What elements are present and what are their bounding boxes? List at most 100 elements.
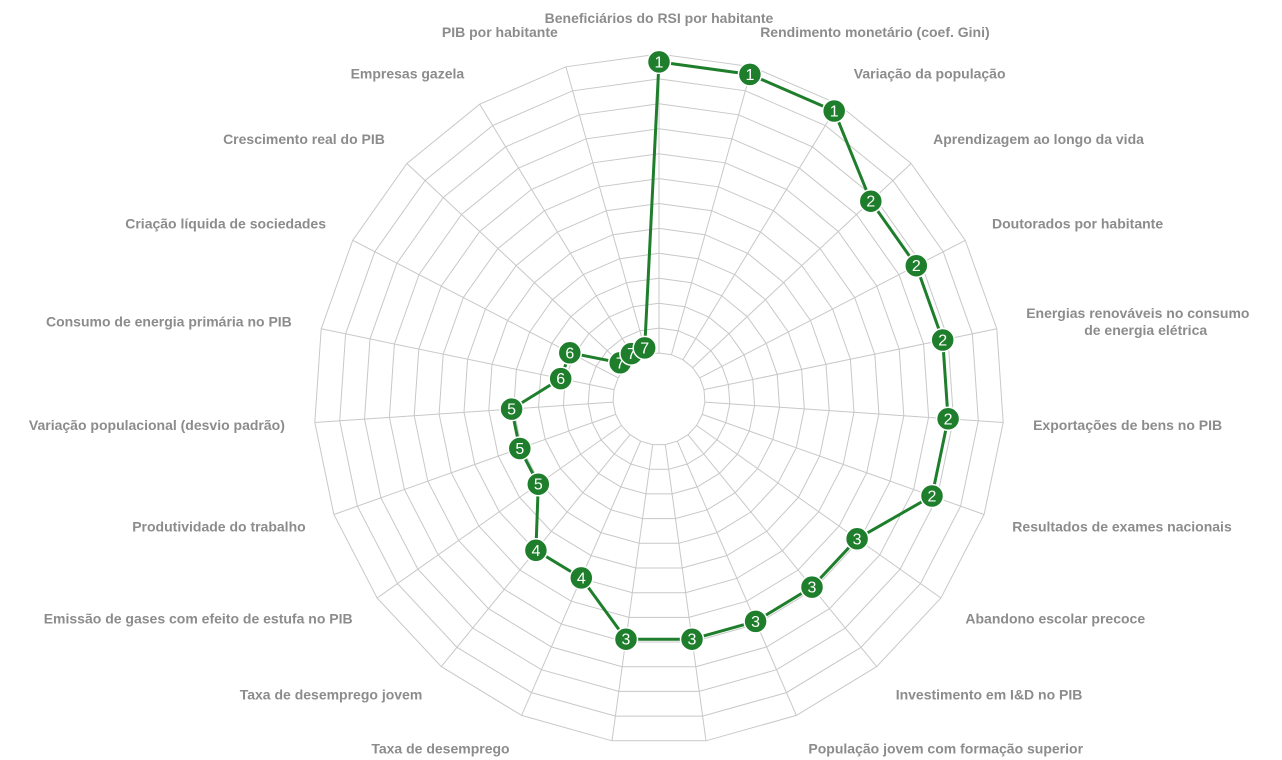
data-point: 2: [930, 327, 955, 353]
data-point-label: 3: [688, 632, 697, 649]
data-point: 7: [632, 335, 657, 361]
axis-label: Variação populacional (desvio padrão): [29, 417, 285, 433]
data-point-marker: [523, 538, 549, 563]
data-point-label: 7: [640, 340, 649, 357]
data-point: 6: [548, 366, 573, 391]
grid-ring: [587, 327, 731, 470]
axis-label: Taxa de desemprego jovem: [240, 687, 423, 703]
axis-label: Rendimento monetário (coef. Gini): [760, 24, 989, 40]
axis-label: Consumo de energia primária no PIB: [46, 314, 292, 330]
data-point: 3: [799, 574, 825, 600]
grid-ring: [537, 277, 781, 520]
grid-spoke: [376, 425, 622, 599]
data-point: 1: [646, 49, 672, 75]
grid-ring: [413, 153, 905, 643]
axis-label: Exportações de bens no PIB: [1033, 417, 1222, 433]
grid-spoke: [314, 401, 614, 423]
grid-spoke: [682, 103, 839, 360]
axis-label: Abandono escolar precoce: [965, 611, 1145, 627]
grid-spoke: [687, 434, 878, 667]
data-point-label: 2: [912, 258, 921, 275]
radar-axis-labels: Beneficiários do RSI por habitanteRendim…: [29, 10, 1250, 757]
data-point: 1: [737, 62, 763, 87]
axis-label: Variação da população: [854, 66, 1006, 82]
data-point-label: 3: [853, 531, 862, 548]
data-point-label: 7: [616, 355, 625, 372]
data-point-label: 3: [751, 614, 760, 631]
data-point: 2: [919, 483, 945, 509]
data-point: 5: [499, 396, 524, 422]
axis-label: Energias renováveis no consumo de energia…: [1026, 305, 1249, 338]
data-point-marker: [844, 526, 870, 552]
data-point-marker: [613, 626, 639, 652]
data-point-marker: [799, 574, 825, 600]
axis-label: Produtividade do trabalho: [132, 519, 305, 535]
axis-label: Crescimento real do PIB: [223, 131, 385, 147]
data-point-marker: [632, 335, 657, 361]
data-point-marker: [743, 609, 768, 634]
data-point-label: 5: [515, 441, 524, 458]
radar-markers: 1 1 1 2 2 2 2 2 3 3 3 3 3 4 4 5 5 5 66 77 7: [499, 49, 961, 652]
data-point-label: 6: [556, 371, 565, 388]
axis-label: Aprendizagem ao longo da vida: [933, 131, 1144, 147]
axis-label: Empresas gazela: [351, 66, 465, 82]
data-point: 2: [904, 253, 929, 278]
data-point-marker: [548, 366, 573, 391]
grid-spoke: [333, 413, 616, 515]
data-point-marker: [557, 340, 583, 366]
grid-spoke: [406, 163, 626, 368]
data-point: 3: [743, 609, 768, 634]
data-point-marker: [919, 483, 945, 509]
data-point-marker: [646, 49, 672, 75]
data-point-label: 1: [745, 67, 754, 84]
data-point-marker: [569, 565, 594, 591]
axis-label: Emissão de gases com efeito de estufa no…: [44, 611, 353, 627]
data-point: 6: [557, 340, 583, 366]
data-point: 3: [679, 626, 705, 652]
axis-label: Investimento em I&D no PIB: [896, 687, 1083, 703]
axis-label: Resultados de exames nacionais: [1012, 519, 1232, 535]
data-point: 3: [844, 526, 870, 552]
data-point-label: 1: [655, 54, 664, 71]
data-point-marker: [499, 396, 524, 422]
grid-spoke: [611, 444, 654, 741]
data-point-marker: [935, 406, 961, 432]
data-point-marker: [679, 626, 705, 652]
grid-ring: [488, 227, 830, 569]
data-point-label: 5: [507, 402, 516, 419]
data-point: 2: [935, 406, 961, 432]
data-point-label: 2: [928, 489, 937, 506]
data-point: 3: [613, 626, 639, 652]
data-point: 4: [569, 565, 594, 591]
data-point-label: 1: [830, 104, 839, 121]
radar-grid: [314, 53, 1004, 742]
data-point-label: 5: [534, 477, 543, 494]
data-point-marker: [930, 327, 955, 353]
data-point-label: 2: [938, 333, 947, 350]
grid-ring: [438, 178, 880, 618]
axis-label: Doutorados por habitante: [992, 216, 1163, 232]
data-point: 4: [523, 538, 549, 563]
axis-label: Beneficiários do RSI por habitante: [545, 10, 774, 26]
data-point-label: 2: [944, 411, 953, 428]
data-point-label: 7: [627, 346, 636, 363]
data-point: 2: [858, 188, 884, 214]
data-point-marker: [821, 98, 847, 124]
axis-label-line: Energias renováveis no consumo: [1026, 305, 1249, 321]
data-point-label: 6: [565, 345, 574, 362]
data-point-label: 4: [577, 570, 586, 587]
axis-label-line: de energia elétrica: [1084, 322, 1207, 338]
data-point-marker: [858, 188, 884, 214]
data-point: 5: [507, 436, 533, 461]
grid-spoke: [479, 103, 636, 360]
axis-label: População jovem com formação superior: [808, 741, 1083, 757]
axis-label: PIB por habitante: [442, 24, 558, 40]
data-point-label: 3: [808, 580, 817, 597]
data-point-label: 4: [531, 543, 540, 560]
data-point-marker: [526, 471, 551, 497]
data-point-marker: [507, 436, 533, 461]
grid-ring: [363, 103, 955, 692]
data-point: 5: [526, 471, 551, 497]
